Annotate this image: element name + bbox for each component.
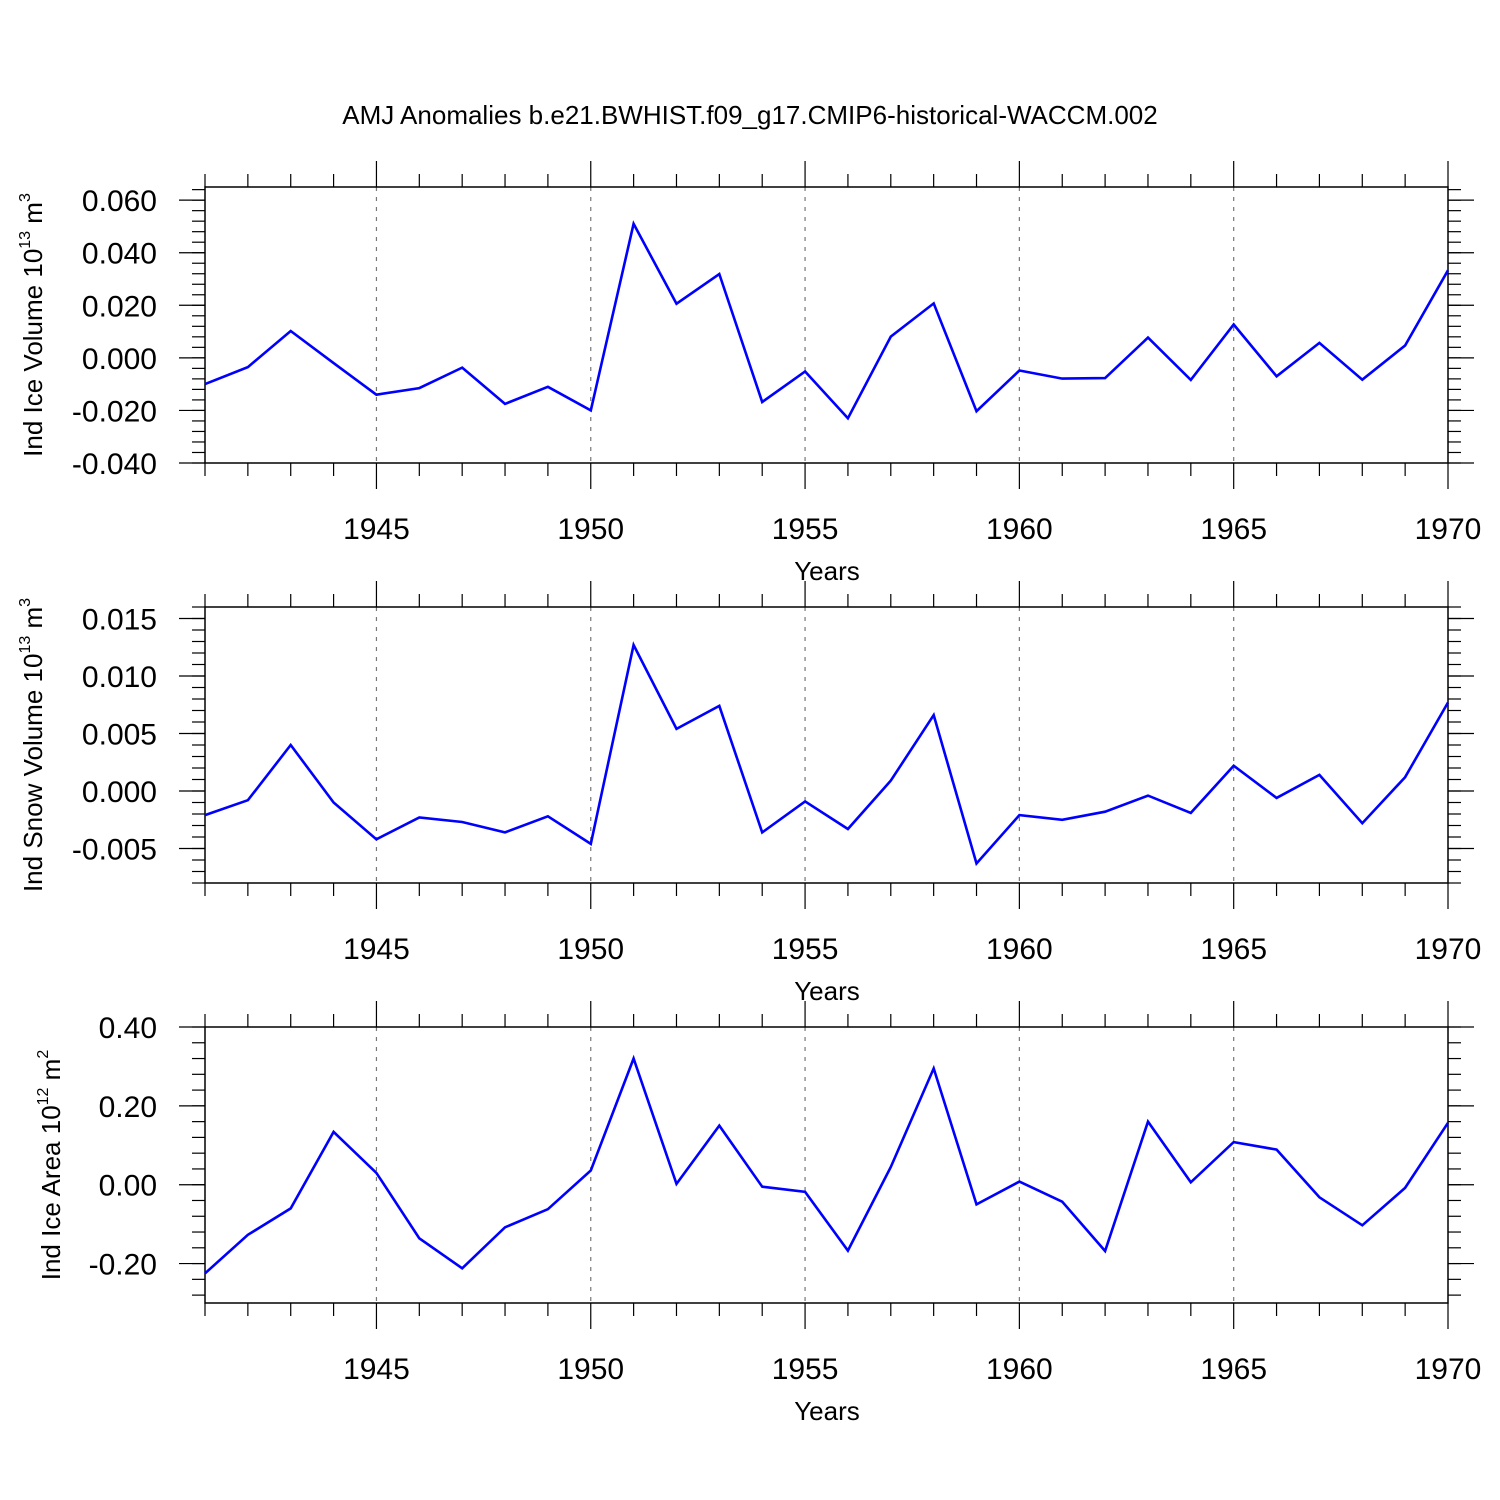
x-tick-label: 1955: [772, 1353, 839, 1386]
panel-ice-area: Years Ind Ice Area 1012 m2 -0.20 0.00 0.20…: [35, 1001, 1481, 1426]
series-line: [204, 641, 1450, 867]
y-tick-label: -0.020: [72, 395, 157, 428]
x-tick-label: 1955: [772, 933, 839, 966]
y-axis-label: Ind Ice Volume 1013 m3: [17, 193, 48, 457]
chart-title: AMJ Anomalies b.e21.BWHIST.f09_g17.CMIP6…: [342, 100, 1157, 130]
x-tick-label: 1965: [1200, 933, 1267, 966]
x-tick-label: 1965: [1200, 1353, 1267, 1386]
x-tick-label: 1955: [772, 513, 839, 546]
y-tick-label: -0.20: [89, 1249, 157, 1282]
x-tick-label: 1950: [557, 933, 624, 966]
x-tick-label: 1945: [343, 933, 410, 966]
x-tick-label: 1960: [986, 1353, 1053, 1386]
x-tick-label: 1970: [1415, 1353, 1482, 1386]
y-tick-label: 0.010: [82, 661, 157, 694]
x-tick-label: 1945: [343, 1353, 410, 1386]
panel-ice-volume: Years Ind Ice Volume 1013 m3 -0.040 -0.02…: [17, 161, 1481, 586]
x-tick-label: 1965: [1200, 513, 1267, 546]
series-line: [204, 1054, 1450, 1275]
plot-frame: [204, 606, 1449, 884]
y-tick-label: -0.040: [72, 448, 157, 481]
y-tick-label: 0.015: [82, 604, 157, 637]
x-tick-label: 1950: [557, 513, 624, 546]
x-tick-label: 1960: [986, 933, 1053, 966]
y-tick-label: 0.040: [82, 238, 157, 271]
x-tick-label: 1970: [1415, 933, 1482, 966]
y-tick-label: 0.00: [99, 1170, 157, 1203]
x-tick-label: 1960: [986, 513, 1053, 546]
plot-frame: [204, 1026, 1449, 1304]
y-tick-label: -0.005: [72, 834, 157, 867]
x-axis-label: Years: [794, 976, 860, 1006]
x-tick-label: 1950: [557, 1353, 624, 1386]
y-tick-label: 0.005: [82, 719, 157, 752]
y-tick-label: 0.000: [82, 776, 157, 809]
plot-frame: [204, 186, 1449, 464]
x-tick-label: 1945: [343, 513, 410, 546]
y-tick-label: 0.20: [99, 1091, 157, 1124]
y-tick-label: 0.020: [82, 290, 157, 323]
y-axis-label: Ind Ice Area 1012 m2: [35, 1050, 66, 1281]
y-tick-label: 0.060: [82, 185, 157, 218]
x-axis-label: Years: [794, 556, 860, 586]
panel-snow-volume: Years Ind Snow Volume 1013 m3 -0.005 0.00…: [17, 581, 1481, 1006]
y-axis-label: Ind Snow Volume 1013 m3: [17, 598, 48, 892]
x-axis-label: Years: [794, 1396, 860, 1426]
y-tick-label: 0.000: [82, 343, 157, 376]
y-tick-label: 0.40: [99, 1012, 157, 1045]
series-line: [204, 220, 1450, 421]
x-tick-label: 1970: [1415, 513, 1482, 546]
